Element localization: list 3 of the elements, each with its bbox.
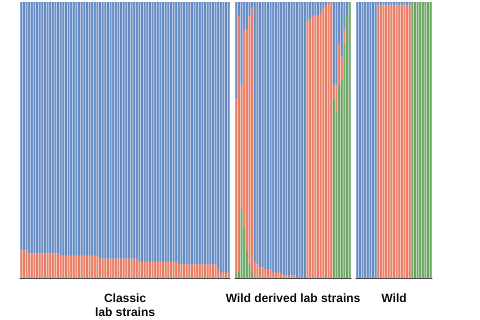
x-axis-title: Wild bbox=[381, 290, 406, 305]
x-axis-title: Wild derived lab strains bbox=[226, 290, 361, 305]
x-axis-title: Classic lab strains bbox=[94, 290, 156, 319]
